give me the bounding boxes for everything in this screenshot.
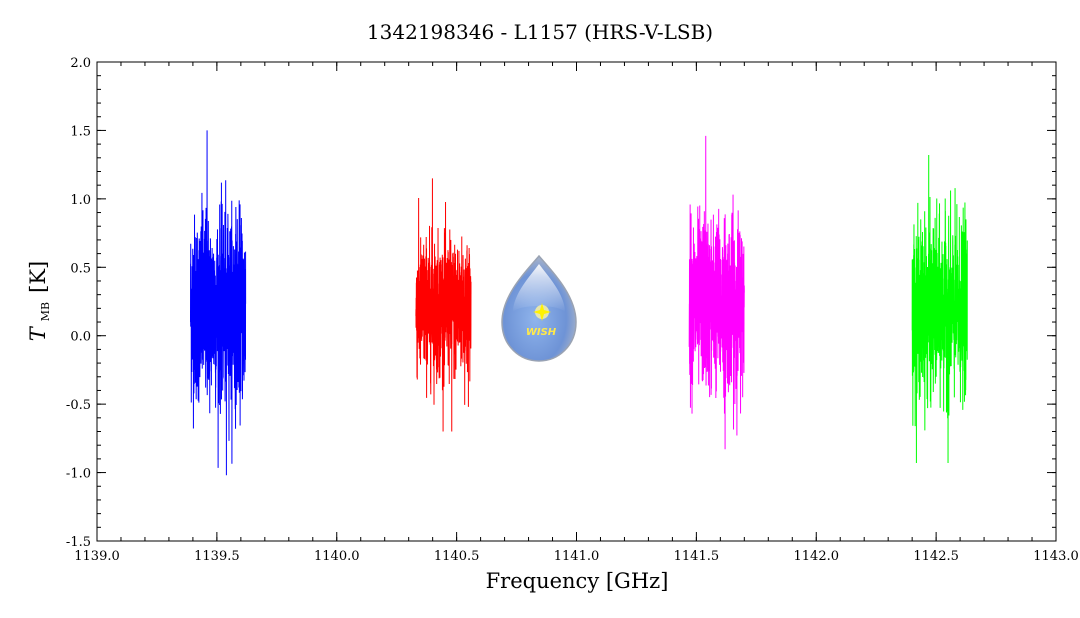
spectrum-series-1 (190, 130, 247, 476)
x-tick-label: 1141.0 (554, 549, 600, 564)
y-tick-labels: -1.5 -1.0 -0.5 0.0 0.5 1.0 1.5 2.0 (66, 56, 91, 550)
x-tick-label: 1140.0 (314, 549, 360, 564)
y-tick-label: 0.5 (70, 261, 91, 276)
x-tick-label: 1139.0 (74, 549, 120, 564)
x-axis-label: Frequency [GHz] (486, 569, 669, 593)
y-tick-label: -1.0 (66, 467, 91, 482)
x-tick-labels: 1139.0 1139.5 1140.0 1140.5 1141.0 1141.5 1142… (74, 549, 1079, 564)
y-tick-label: -1.5 (66, 535, 91, 550)
y-tick-label: 1.5 (70, 124, 91, 139)
y-tick-label: 0.0 (70, 330, 91, 345)
spectrum-series-4 (911, 155, 968, 463)
y-tick-label: -0.5 (66, 398, 91, 413)
chart-title: 1342198346 - L1157 (HRS-V-LSB) (367, 20, 713, 44)
y-axis-unit: [K] (26, 261, 50, 293)
x-tick-label: 1139.5 (194, 549, 240, 564)
y-tick-label: 2.0 (70, 56, 91, 71)
wish-logo: WISH (501, 254, 577, 362)
star-icon (533, 303, 551, 321)
x-tick-label: 1140.5 (434, 549, 480, 564)
y-axis-subscript: MB (39, 302, 52, 321)
x-tick-label: 1141.5 (674, 549, 720, 564)
x-tick-label: 1143.0 (1033, 549, 1079, 564)
logo-text: WISH (526, 327, 557, 338)
spectrum-series-2 (415, 178, 472, 432)
spectrum-series (190, 130, 968, 476)
y-tick-label: 1.0 (70, 193, 91, 208)
y-axis-label: T MB [K] (26, 261, 53, 341)
x-tick-label: 1142.5 (913, 549, 959, 564)
y-axis-symbol: T (26, 325, 50, 341)
svg-text:T MB [K]: T MB [K] (26, 261, 53, 341)
x-tick-label: 1142.0 (794, 549, 840, 564)
spectrum-series-3 (688, 135, 745, 450)
axis-ticks (96, 61, 1057, 542)
